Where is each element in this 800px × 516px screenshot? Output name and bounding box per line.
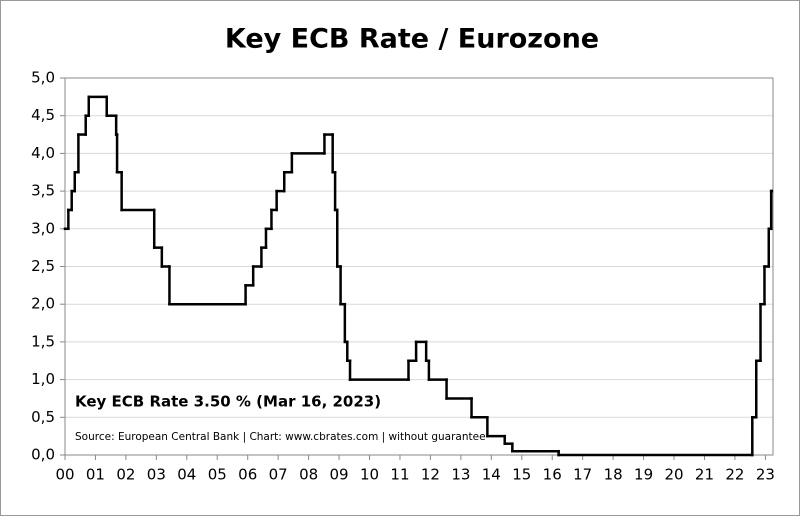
x-tick-label: 13	[451, 466, 470, 484]
x-tick-label: 04	[177, 466, 196, 484]
x-tick-label: 12	[421, 466, 440, 484]
x-tick-label: 00	[55, 466, 74, 484]
y-tick-label: 1,5	[31, 332, 55, 350]
x-tick-label: 17	[573, 466, 592, 484]
x-tick-label: 14	[482, 466, 501, 484]
source-note: Source: European Central Bank | Chart: w…	[75, 431, 486, 443]
x-tick-label: 05	[208, 466, 227, 484]
y-tick-label: 2,5	[31, 257, 55, 275]
x-tick-label: 06	[238, 466, 257, 484]
x-tick-label: 07	[269, 466, 288, 484]
x-tick-label: 18	[604, 466, 623, 484]
x-tick-label: 23	[756, 466, 775, 484]
y-tick-label: 1,0	[31, 370, 55, 388]
x-tick-label: 01	[86, 466, 105, 484]
x-tick-label: 02	[116, 466, 135, 484]
annotation: Key ECB Rate 3.50 % (Mar 16, 2023)	[75, 393, 381, 411]
y-tick-label: 3,0	[31, 219, 55, 237]
y-tick-label: 0,0	[31, 446, 55, 464]
y-tick-label: 3,5	[31, 182, 55, 200]
x-tick-label: 08	[299, 466, 318, 484]
x-tick-label: 10	[360, 466, 379, 484]
y-tick-label: 0,5	[31, 408, 55, 426]
x-tick-label: 20	[664, 466, 683, 484]
x-tick-label: 03	[147, 466, 166, 484]
x-tick-label: 16	[543, 466, 562, 484]
x-tick-label: 11	[390, 466, 409, 484]
y-tick-label: 4,5	[31, 106, 55, 124]
y-tick-label: 5,0	[31, 69, 55, 87]
x-tick-label: 19	[634, 466, 653, 484]
x-tick-label: 15	[512, 466, 531, 484]
x-tick-label: 21	[695, 466, 714, 484]
plot-frame	[64, 77, 774, 456]
chart-title: Key ECB Rate / Eurozone	[225, 24, 599, 55]
x-tick-label: 22	[725, 466, 744, 484]
x-tick-label: 09	[330, 466, 349, 484]
y-tick-label: 4,0	[31, 144, 55, 162]
y-tick-label: 2,0	[31, 295, 55, 313]
